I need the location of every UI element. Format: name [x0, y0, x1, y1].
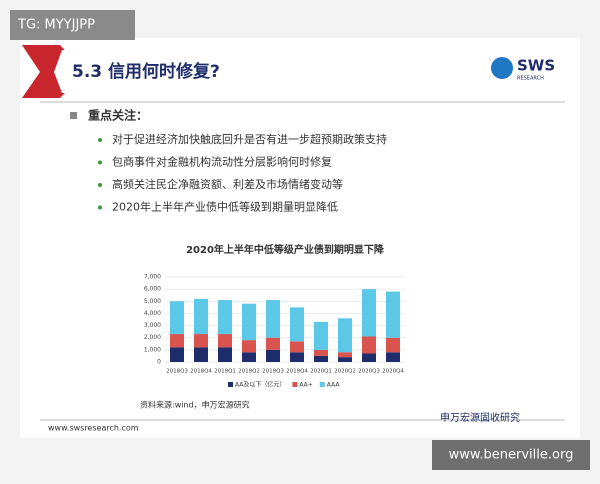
bar-segment — [242, 340, 256, 353]
watermark-bottom: www.benerville.org — [449, 448, 574, 463]
bar-segment — [266, 337, 280, 350]
watermark-box — [432, 440, 590, 470]
watermark-top: TG: MYYJJPP — [17, 18, 95, 33]
bar-segment — [242, 352, 256, 362]
x-tick-label: 2020Q1 — [310, 369, 332, 375]
x-tick-label: 2020Q2 — [334, 369, 356, 375]
x-tick-label: 2020Q4 — [382, 369, 404, 375]
bullet-dot — [98, 138, 102, 142]
bullet: 对于促进经济加快触底回升是否有进一步超预期政策支持 — [112, 132, 387, 146]
source: 资料来源:wind，申万宏源研究 — [140, 400, 250, 410]
bar-segment — [338, 357, 352, 362]
legend-label: AA+ — [299, 382, 312, 389]
bar-segment — [362, 336, 376, 354]
brand: 申万宏源固收研究 — [440, 411, 520, 424]
y-tick-label: 7,000 — [144, 274, 161, 281]
bar-segment — [194, 298, 208, 335]
bar-segment — [218, 347, 232, 362]
bar-segment — [314, 321, 328, 350]
heading: 重点关注： — [88, 108, 148, 123]
bar-segment — [314, 355, 328, 362]
bar-segment — [386, 291, 400, 338]
bar-segment — [386, 337, 400, 353]
footer: www.swsresearch.com — [48, 424, 139, 433]
bullet: 2020年上半年产业债中低等级到期量明显降低 — [112, 200, 338, 214]
slide — [20, 38, 580, 438]
bar-segment — [290, 307, 304, 342]
watermark-box — [10, 10, 135, 40]
y-tick-label: 5,000 — [144, 298, 161, 305]
bar-segment — [362, 289, 376, 337]
x-tick-label: 2019Q4 — [286, 369, 308, 375]
bar-segment — [218, 300, 232, 335]
y-tick-label: 4,000 — [144, 310, 161, 317]
x-tick-label: 2019Q2 — [238, 369, 260, 375]
bullet-dot — [98, 160, 102, 165]
legend-label: AAA — [327, 382, 341, 389]
legend-swatch — [228, 382, 233, 387]
bullet-dot — [98, 183, 102, 187]
bar-segment — [290, 352, 304, 362]
y-tick-label: 6,000 — [144, 286, 161, 293]
x-tick-label: 2020Q3 — [358, 369, 380, 375]
bar-segment — [194, 347, 208, 362]
bar-segment — [386, 352, 400, 362]
logo-sub: RESEARCH — [517, 76, 544, 82]
bar-segment — [170, 301, 184, 335]
bar-segment — [170, 347, 184, 362]
banner-inner — [54, 50, 360, 93]
x-tick-label: 2019Q3 — [262, 369, 284, 375]
legend-swatch — [319, 382, 325, 387]
logo: SWS — [517, 57, 555, 75]
x-tick-label: 2019Q1 — [214, 369, 236, 375]
bar-segment — [194, 334, 208, 348]
bullet: 包商事件对金融机构流动性分层影响何时修复 — [112, 155, 332, 169]
legend-swatch — [292, 382, 298, 387]
x-tick-label: 2018Q4 — [190, 369, 212, 375]
y-tick-label: 1,000 — [144, 346, 161, 353]
bar-segment — [218, 334, 232, 348]
bar-segment — [170, 334, 184, 348]
bar-segment — [266, 300, 280, 338]
chart-title: 2020年上半年中低等级产业债到期明显下降 — [186, 243, 385, 256]
y-tick-label: 0 — [157, 359, 161, 366]
bar-segment — [242, 303, 256, 341]
bar-segment — [314, 349, 328, 356]
bar-segment — [266, 349, 280, 362]
legend-label: AA及以下（亿元） — [235, 381, 285, 389]
bullet-dot — [98, 205, 102, 210]
x-tick-label: 2018Q3 — [166, 369, 188, 375]
square-bullet — [70, 112, 77, 119]
bar-segment — [290, 341, 304, 353]
y-tick-label: 3,000 — [144, 322, 161, 329]
slide-title: 5.3 信用何时修复? — [72, 61, 220, 82]
bullet: 高频关注民企净融资额、利差及市场情绪变动等 — [112, 177, 343, 191]
logo-icon — [491, 57, 513, 79]
bar-segment — [362, 353, 376, 362]
bar-segment — [338, 352, 352, 358]
y-tick-label: 2,000 — [144, 334, 161, 341]
bar-segment — [338, 318, 352, 353]
